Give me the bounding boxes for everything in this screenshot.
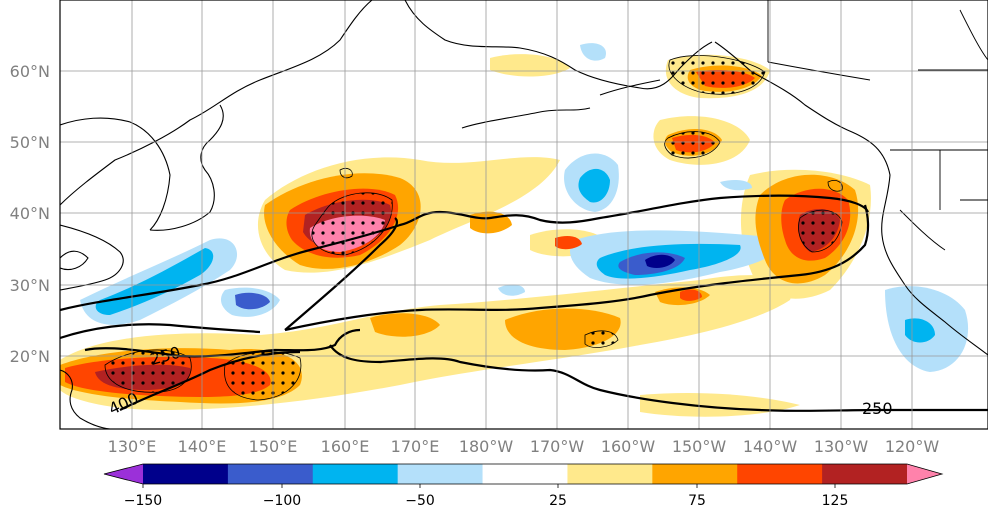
colorbar-extend-max bbox=[907, 464, 942, 484]
contour-label: 250 bbox=[862, 399, 893, 418]
lon-label: 130°E bbox=[108, 437, 157, 456]
colorbar-tick-label: 75 bbox=[688, 493, 706, 509]
colorbar-segment bbox=[397, 464, 484, 484]
lat-label: 40°N bbox=[10, 204, 50, 223]
significance-stippling bbox=[104, 55, 843, 401]
lat-label: 60°N bbox=[10, 62, 50, 81]
colorbar-extend-min bbox=[104, 464, 143, 484]
colorbar-segment bbox=[567, 464, 653, 484]
latitude-labels: 60°N 50°N 40°N 30°N 20°N bbox=[10, 62, 50, 366]
lon-label: 140°E bbox=[178, 437, 227, 456]
longitude-labels: 130°E 140°E 150°E 160°E 170°E 180°W 170°… bbox=[108, 437, 940, 456]
gridlines bbox=[60, 0, 988, 429]
political-borders bbox=[767, 0, 988, 251]
lat-label: 20°N bbox=[10, 347, 50, 366]
lon-label: 160°E bbox=[321, 437, 370, 456]
coastlines bbox=[60, 0, 988, 429]
colorbar-segments bbox=[104, 464, 942, 484]
height-contours bbox=[60, 194, 988, 412]
lon-label: 160°W bbox=[601, 437, 656, 456]
colorbar-ticks bbox=[142, 484, 836, 488]
colorbar: −150 −100 −50 25 75 125 bbox=[103, 463, 944, 509]
lon-label: 170°W bbox=[530, 437, 585, 456]
colorbar-tick-label: 25 bbox=[549, 493, 567, 509]
colorbar-segment bbox=[482, 464, 568, 484]
colorbar-tick-label: −100 bbox=[263, 493, 301, 509]
colorbar-segment bbox=[227, 464, 314, 484]
colorbar-segment bbox=[143, 464, 229, 484]
lon-label: 150°E bbox=[249, 437, 298, 456]
colorbar-segment bbox=[737, 464, 823, 484]
lat-label: 30°N bbox=[10, 276, 50, 295]
lat-label: 50°N bbox=[10, 133, 50, 152]
colorbar-segment bbox=[312, 464, 399, 484]
lon-label: 150°W bbox=[672, 437, 727, 456]
lon-label: 170°E bbox=[391, 437, 440, 456]
lon-label: 130°W bbox=[814, 437, 869, 456]
colorbar-segment bbox=[652, 464, 738, 484]
lon-label: 180°W bbox=[459, 437, 514, 456]
lon-label: 140°W bbox=[743, 437, 798, 456]
lon-label: 120°W bbox=[885, 437, 940, 456]
colorbar-tick-label: −50 bbox=[405, 493, 435, 509]
colorbar-tick-label: −150 bbox=[124, 493, 162, 509]
colorbar-tick-label: 125 bbox=[822, 493, 849, 509]
map-frame bbox=[59, 0, 988, 430]
map-panel: 250 250 400 bbox=[60, 0, 988, 429]
colorbar-segment bbox=[822, 464, 908, 484]
